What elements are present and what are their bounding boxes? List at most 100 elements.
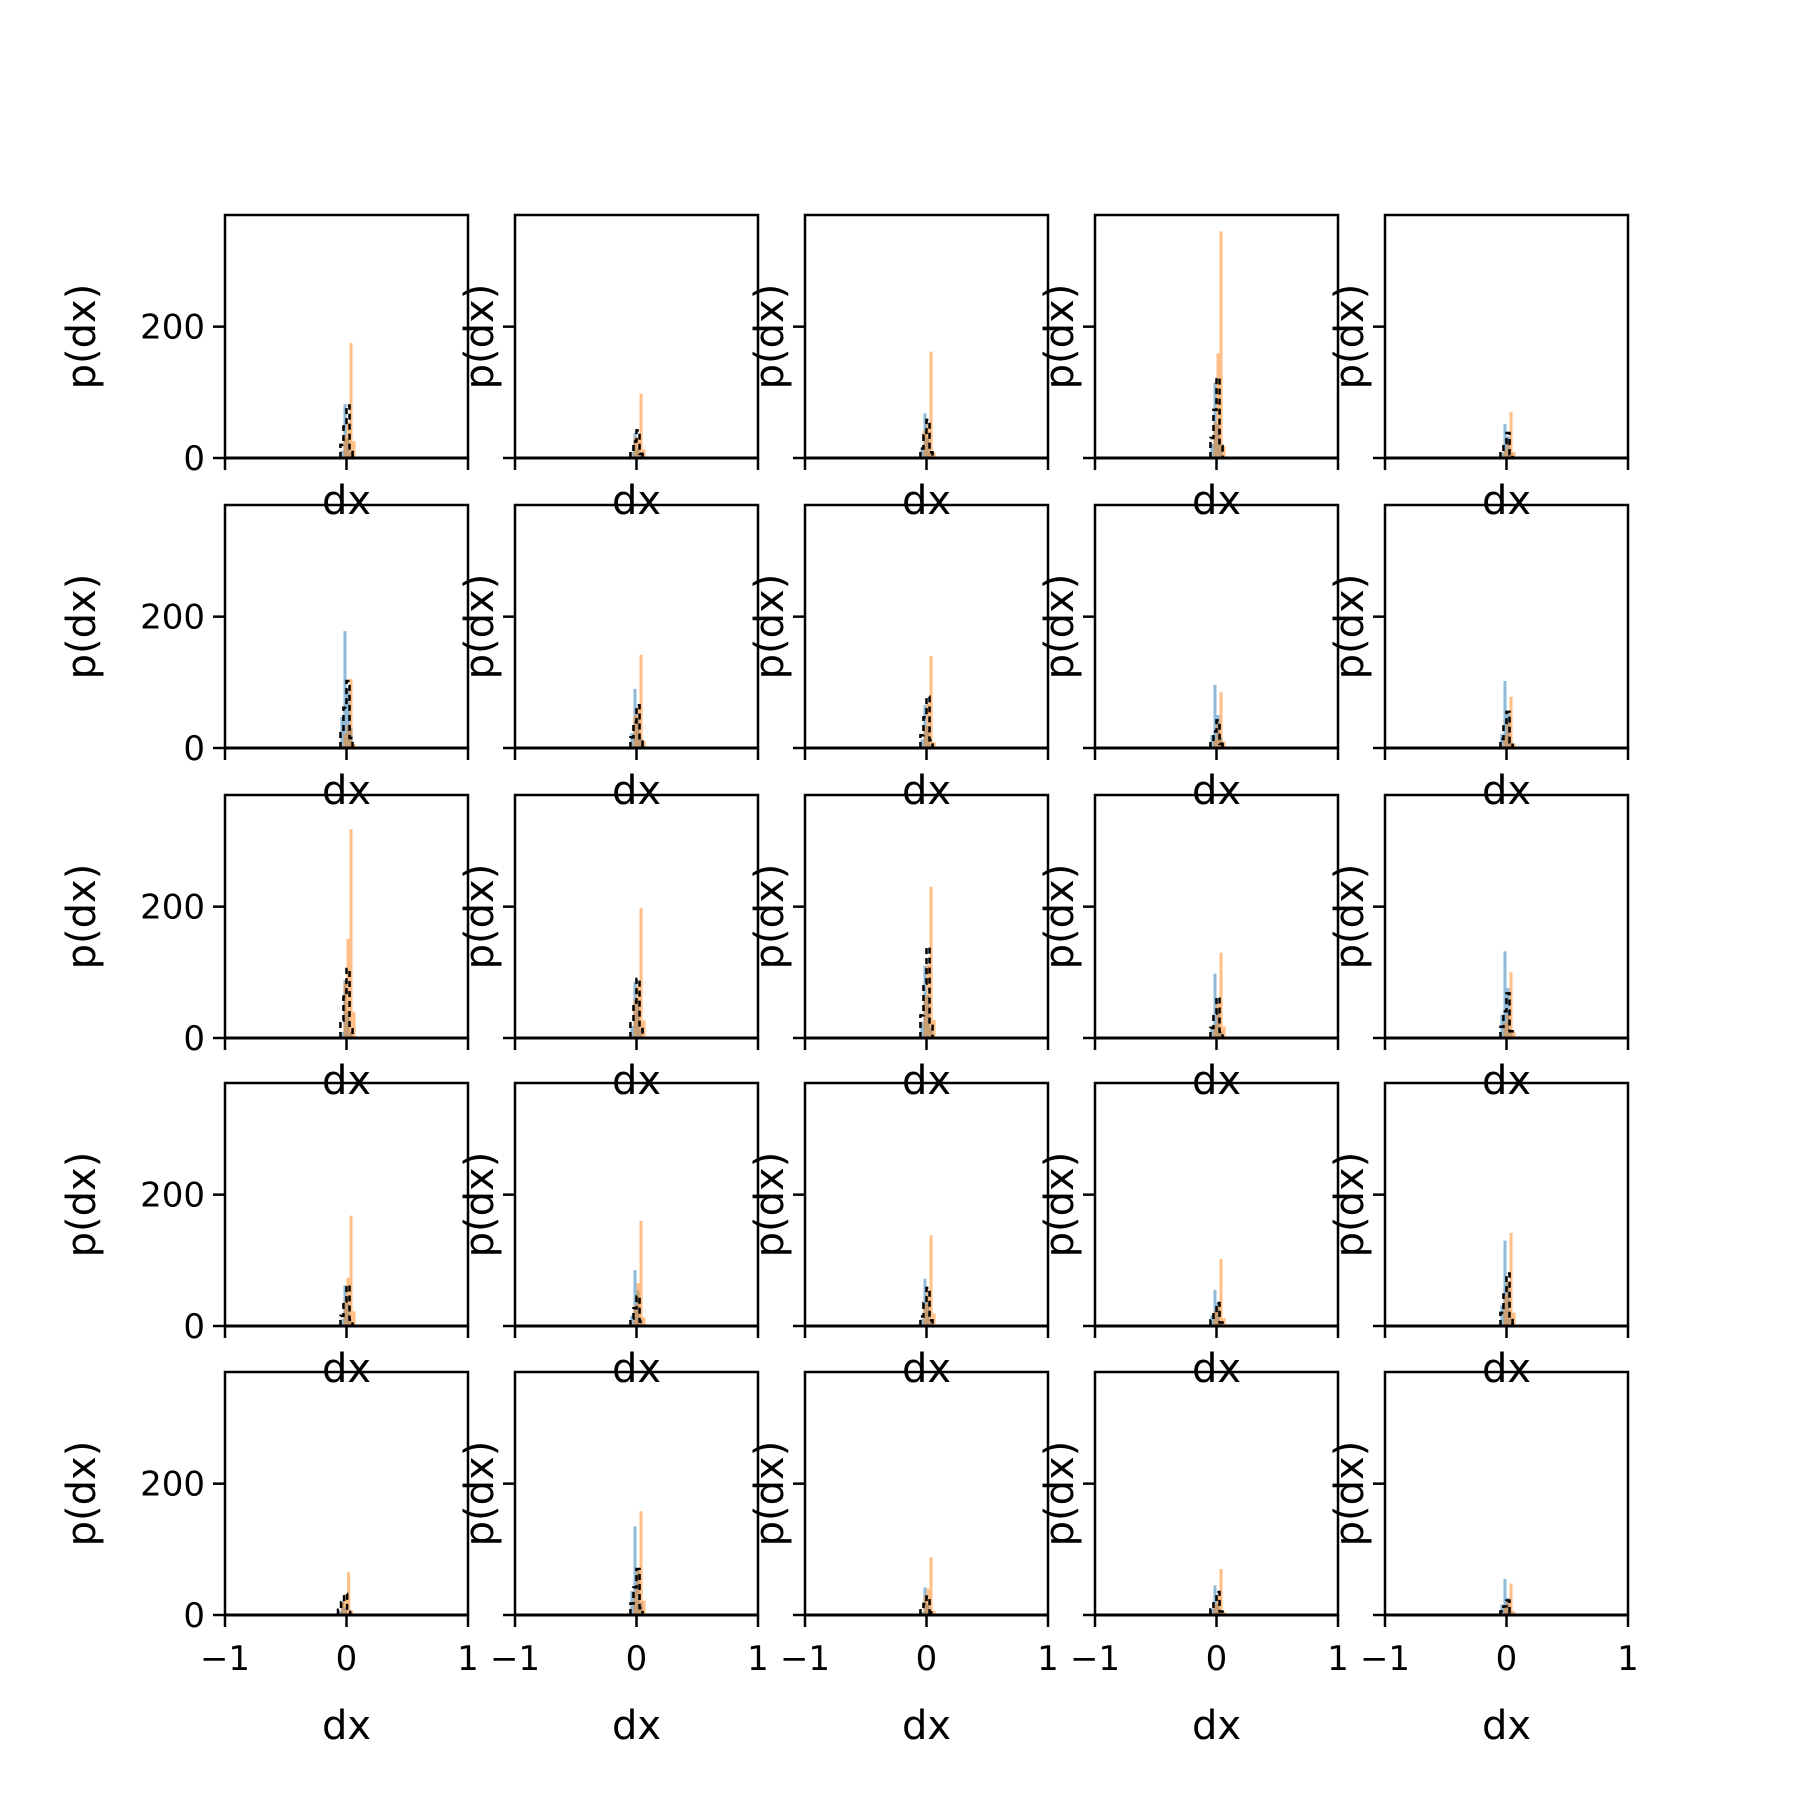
orange-bar: [932, 1610, 936, 1615]
black-step-outline: [1499, 1272, 1514, 1326]
x-tick-label: −1: [1070, 1639, 1120, 1679]
y-axis-label: p(dx): [457, 284, 503, 390]
blue-bar: [630, 1025, 634, 1038]
black-step-outline: [1209, 1301, 1224, 1326]
y-axis-label: p(dx): [59, 1152, 105, 1258]
orange-bar: [636, 985, 640, 1038]
x-tick-label: −1: [780, 1639, 830, 1679]
orange-bar: [926, 1290, 930, 1326]
orange-bar: [932, 1019, 936, 1038]
blue-bar: [1210, 443, 1214, 458]
y-axis-label: p(dx): [1037, 1152, 1083, 1258]
x-axis-label: dx: [322, 1058, 371, 1104]
black-step-outline: [629, 977, 644, 1038]
subplot-r3-c2: dx p(dx): [747, 1081, 1050, 1392]
orange-bar: [1512, 1611, 1516, 1615]
subplot-r1-c2: dx p(dx): [747, 503, 1050, 814]
orange-bar: [926, 964, 930, 1038]
x-tick-label: 0: [626, 1639, 648, 1679]
y-axis-label: p(dx): [1037, 1441, 1083, 1547]
y-tick-label: 0: [183, 1307, 205, 1347]
x-tick-label: 0: [1206, 1639, 1228, 1679]
orange-bar: [1512, 451, 1516, 458]
orange-bar: [1222, 741, 1226, 748]
blue-bar: [1503, 951, 1507, 1038]
x-tick-label: 0: [1496, 1639, 1518, 1679]
subplot-r1-c0: dx 0 200 p(dx): [59, 503, 470, 814]
orange-bar: [1509, 696, 1513, 748]
orange-bar: [1213, 1604, 1217, 1615]
y-tick-label: 200: [140, 1465, 205, 1505]
blue-bar: [1500, 452, 1504, 458]
blue-bar: [340, 1319, 344, 1326]
x-axis-label: dx: [902, 478, 951, 524]
subplot-r2-c2: dx p(dx): [747, 793, 1050, 1104]
subplot-r3-c0: dx 0 200 p(dx): [59, 1081, 470, 1392]
orange-bar: [633, 999, 637, 1038]
orange-bar: [642, 1600, 646, 1615]
orange-bar: [932, 1313, 936, 1326]
blue-bar: [633, 1526, 637, 1615]
black-step-outline: [919, 695, 934, 748]
black-step-outline: [629, 429, 644, 458]
black-step-outline: [629, 1567, 644, 1615]
subplot-r0-c0: dx 0 200 p(dx): [59, 213, 470, 524]
orange-bar: [352, 1311, 356, 1326]
orange-bar: [1503, 450, 1507, 458]
x-axis-label: dx: [1192, 768, 1241, 814]
x-axis-label: dx: [322, 768, 371, 814]
x-axis-label: dx: [1192, 1346, 1241, 1392]
axes-frame: [1093, 1081, 1340, 1328]
x-tick-label: 1: [1617, 1639, 1639, 1679]
orange-bar: [1216, 1305, 1220, 1326]
orange-bar: [642, 449, 646, 458]
blue-bar: [1210, 1608, 1214, 1615]
y-tick-label: 0: [183, 1596, 205, 1636]
blue-bar: [1213, 684, 1217, 748]
orange-bar: [633, 715, 637, 748]
y-axis-label: p(dx): [1037, 864, 1083, 970]
orange-bar: [1219, 952, 1223, 1038]
orange-bar: [642, 740, 646, 748]
orange-bar: [636, 1571, 640, 1615]
orange-bar: [1216, 1003, 1220, 1038]
orange-bar: [352, 441, 356, 458]
orange-bar: [929, 1235, 933, 1326]
y-axis-label: p(dx): [1327, 1152, 1373, 1258]
blue-bar: [630, 733, 634, 748]
blue-bar: [1213, 973, 1217, 1038]
blue-bar: [1210, 735, 1214, 748]
orange-bar: [344, 1594, 348, 1615]
subplot-r1-c3: dx p(dx): [1037, 503, 1340, 814]
orange-bar: [1506, 722, 1510, 748]
axes-frame: [803, 1370, 1050, 1617]
x-axis-label: dx: [322, 1703, 371, 1749]
orange-bar: [1509, 412, 1513, 458]
y-tick-label: 0: [183, 1019, 205, 1059]
orange-bar: [1219, 692, 1223, 748]
x-axis-label: dx: [1482, 1703, 1531, 1749]
orange-bar: [923, 996, 927, 1038]
y-axis-label: p(dx): [59, 574, 105, 680]
orange-bar: [343, 435, 347, 458]
blue-bar: [920, 739, 924, 748]
orange-bar: [350, 1610, 354, 1615]
blue-bar: [920, 448, 924, 458]
y-tick-label: 200: [140, 598, 205, 638]
x-axis-label: dx: [612, 1058, 661, 1104]
y-axis-label: p(dx): [59, 1441, 105, 1547]
orange-bar: [923, 1303, 927, 1326]
blue-bar: [1210, 1315, 1214, 1326]
y-axis-label: p(dx): [747, 864, 793, 970]
y-axis-label: p(dx): [1327, 574, 1373, 680]
subplot-r2-c1: dx p(dx): [457, 793, 760, 1104]
black-step-outline: [1209, 719, 1224, 748]
y-axis-label: p(dx): [457, 574, 503, 680]
x-axis-label: dx: [1192, 1058, 1241, 1104]
subplot-r4-c4: −1 0 1 dx p(dx): [1327, 1370, 1639, 1749]
orange-bar: [352, 1012, 356, 1038]
orange-bar: [341, 1601, 345, 1615]
black-step-outline: [339, 404, 354, 458]
x-axis-label: dx: [1482, 478, 1531, 524]
x-tick-label: −1: [490, 1639, 540, 1679]
